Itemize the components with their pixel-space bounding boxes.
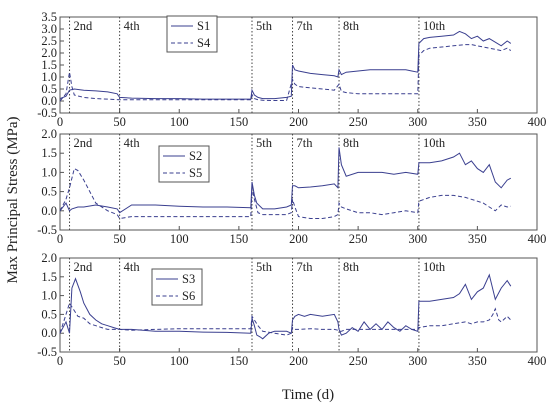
y-tick-label: 0.5 — [41, 307, 57, 321]
panel-2: -0.5 0.0 0.5 1.0 1.5 2.0 0 50 100 150 200 250 300 350… — [37, 127, 546, 246]
y-tick-label: 1.0 — [41, 165, 57, 179]
series-s4-line — [59, 44, 512, 102]
y-tick-label: 1.5 — [41, 270, 57, 284]
x-tick-label: 100 — [170, 232, 189, 246]
y-tick-label: 0.0 — [41, 94, 57, 108]
panels-layer: -0.50.00.51.01.52.02.53.03.50 50 100 150 200… — [37, 10, 546, 368]
stage-label: 2nd — [74, 19, 94, 33]
y-tick-label: 2.0 — [41, 251, 57, 265]
x-tick-label: 350 — [468, 115, 487, 129]
x-tick-label: 50 — [113, 232, 126, 246]
y-tick-label: 2.0 — [41, 127, 57, 141]
x-tick-label: 250 — [349, 354, 368, 368]
x-tick-label: 300 — [408, 232, 427, 246]
series-s6-line — [59, 301, 512, 336]
x-tick-label: 50 — [113, 354, 126, 368]
legend-box — [166, 15, 218, 53]
legend-label: S3 — [182, 272, 195, 286]
y-tick-label: 0.0 — [41, 204, 57, 218]
series-s1-line — [59, 30, 512, 100]
x-tick-label: 0 — [57, 354, 63, 368]
x-tick-label: 350 — [468, 354, 487, 368]
y-tick-label: 0.5 — [41, 185, 57, 199]
y-tick-label: 1.5 — [41, 146, 57, 160]
x-tick-label: 400 — [528, 354, 547, 368]
y-tick-label: 1.0 — [41, 289, 57, 303]
y-tick-label: 3.5 — [41, 10, 57, 24]
stage-label: 4th — [124, 136, 141, 150]
stage-label: 4th — [124, 19, 141, 33]
x-tick-label: 350 — [468, 232, 487, 246]
legend-label: S4 — [197, 36, 211, 50]
stage-label: 2nd — [74, 136, 94, 150]
x-tick-label: 400 — [528, 232, 547, 246]
x-tick-label: 200 — [289, 354, 308, 368]
x-tick-label: 100 — [170, 115, 189, 129]
y-axis-label: Max Principal Stress (MPa) — [5, 116, 21, 283]
stage-label: 8th — [343, 19, 360, 33]
stage-label: 5th — [256, 260, 273, 274]
panel-3: -0.5 0.0 0.5 1.0 1.5 2.0 0 50 100 150 200 250 300 350… — [37, 251, 546, 368]
y-tick-label: 2.0 — [41, 46, 57, 60]
stage-label: 7th — [297, 19, 314, 33]
x-tick-label: 300 — [408, 115, 427, 129]
x-tick-label: 100 — [170, 354, 189, 368]
x-tick-label: 250 — [349, 115, 368, 129]
x-tick-label: 0 — [57, 232, 63, 246]
stage-label: 10th — [423, 19, 446, 33]
stage-label: 10th — [423, 260, 446, 274]
panel-1: -0.50.00.51.01.52.02.53.03.5 0 50 100 150 200… — [37, 10, 546, 129]
legend-label: S5 — [189, 166, 202, 180]
stage-label: 7th — [297, 136, 314, 150]
x-tick-label: 250 — [349, 232, 368, 246]
x-tick-label: 300 — [408, 354, 427, 368]
y-tick-label: 0.0 — [41, 326, 57, 340]
stage-label: 7th — [297, 260, 314, 274]
legend-box — [151, 268, 203, 306]
legend-label: S2 — [189, 149, 202, 163]
y-tick-label: 0.5 — [41, 82, 57, 96]
x-tick-label: 150 — [230, 115, 249, 129]
legend-label: S1 — [197, 19, 210, 33]
x-tick-label: 0 — [57, 115, 63, 129]
legend-label: S6 — [182, 289, 195, 303]
y-tick-label: 2.5 — [41, 34, 57, 48]
y-tick-label: -0.5 — [37, 106, 57, 120]
stage-label: 8th — [343, 136, 360, 150]
stage-label: 5th — [256, 19, 273, 33]
x-tick-label: 150 — [230, 354, 249, 368]
y-tick-label: -0.5 — [37, 223, 57, 237]
x-tick-label: 200 — [289, 232, 308, 246]
x-tick-label: 200 — [289, 115, 308, 129]
series-s2-line — [59, 147, 512, 214]
stage-label: 4th — [124, 260, 141, 274]
series-s3-line — [59, 273, 512, 340]
x-tick-label: 150 — [230, 232, 249, 246]
stage-label: 5th — [256, 136, 273, 150]
y-tick-label: -0.5 — [37, 345, 57, 359]
stage-label: 10th — [423, 136, 446, 150]
x-axis-label: Time (d) — [282, 387, 334, 403]
y-tick-label: 1.0 — [41, 70, 57, 84]
y-tick-label: 1.5 — [41, 58, 57, 72]
y-tick-label: 3.0 — [41, 22, 57, 36]
x-tick-label: 50 — [113, 115, 126, 129]
series-s5-line — [59, 167, 511, 220]
stage-label: 8th — [343, 260, 360, 274]
x-tick-label: 400 — [528, 115, 547, 129]
stage-label: 2nd — [74, 260, 94, 274]
legend-box — [158, 145, 210, 183]
